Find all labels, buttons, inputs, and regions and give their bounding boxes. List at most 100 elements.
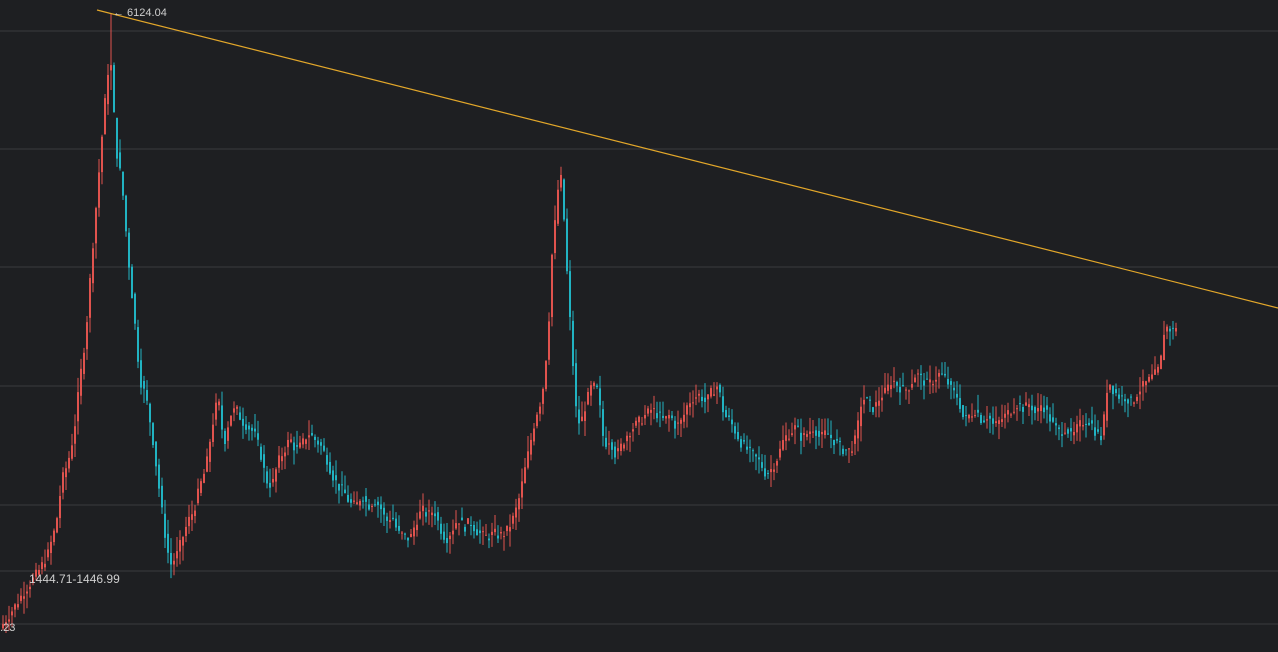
candle xyxy=(524,458,526,484)
candle xyxy=(674,416,676,439)
candle-body xyxy=(1028,404,1030,408)
candle-body xyxy=(71,445,73,459)
candle-body xyxy=(182,537,184,546)
candle-body xyxy=(788,438,790,440)
candle-body xyxy=(1001,419,1003,422)
candle xyxy=(998,416,1000,440)
candle xyxy=(11,607,13,628)
candle xyxy=(689,392,691,416)
candle-body xyxy=(5,622,7,626)
candle-body xyxy=(1121,395,1123,397)
candle-body xyxy=(1145,381,1147,386)
candle-body xyxy=(590,385,592,396)
candle-body xyxy=(938,373,940,377)
high-price-label: ← 6124.04 xyxy=(113,7,167,19)
candle xyxy=(764,454,766,480)
candle xyxy=(497,525,499,544)
candle xyxy=(218,398,220,411)
candle-body xyxy=(1025,402,1027,406)
candle xyxy=(728,407,730,421)
candle-body xyxy=(734,426,736,434)
candle-body xyxy=(1136,396,1138,401)
candle-body xyxy=(1151,374,1153,379)
candle xyxy=(707,393,709,413)
candle xyxy=(41,556,43,575)
candle-body xyxy=(50,541,52,554)
candle xyxy=(485,523,487,536)
candle xyxy=(272,468,274,487)
candle xyxy=(1073,421,1075,445)
candle xyxy=(974,409,976,418)
candle-body xyxy=(560,174,562,188)
candle xyxy=(407,537,409,548)
candle-body xyxy=(461,517,463,521)
candle-body xyxy=(1169,328,1171,332)
candle-body xyxy=(533,428,535,442)
candle-body xyxy=(14,604,16,610)
candle-body xyxy=(1100,435,1102,441)
candle xyxy=(896,380,898,393)
candle xyxy=(1034,405,1036,421)
candle xyxy=(992,406,994,435)
candle-body xyxy=(104,98,106,135)
candle xyxy=(905,387,907,400)
candle-body xyxy=(935,379,937,382)
candle-body xyxy=(779,448,781,458)
candle xyxy=(488,533,490,549)
candle-body xyxy=(170,552,172,565)
candle xyxy=(653,395,655,420)
candle-body xyxy=(296,445,298,447)
candle xyxy=(164,499,166,549)
candle-body xyxy=(230,415,232,426)
candle xyxy=(74,414,76,457)
candle xyxy=(893,367,895,389)
candle-body xyxy=(269,482,271,488)
candle xyxy=(671,411,673,421)
candle-body xyxy=(44,563,46,568)
candle xyxy=(5,615,7,633)
candle-body xyxy=(554,220,556,254)
candle xyxy=(899,377,901,405)
candle xyxy=(557,179,559,227)
candle xyxy=(806,430,808,441)
candle-body xyxy=(695,397,697,399)
candle xyxy=(788,429,790,442)
candle-body xyxy=(416,524,418,531)
candle xyxy=(14,603,16,618)
candle-body xyxy=(539,406,541,414)
candle-body xyxy=(962,405,964,418)
candle xyxy=(929,365,931,394)
candle-body xyxy=(1163,334,1165,361)
candle xyxy=(140,348,142,395)
candle xyxy=(719,383,721,398)
candle-body xyxy=(245,424,247,430)
candle-body xyxy=(1094,427,1096,436)
candle xyxy=(737,422,739,442)
candle-body xyxy=(953,387,955,391)
candle xyxy=(1124,393,1126,413)
candle-body xyxy=(767,472,769,474)
candle xyxy=(569,260,571,331)
candle-body xyxy=(713,394,715,396)
candle-body xyxy=(1052,417,1054,422)
candle-body xyxy=(764,468,766,477)
candle xyxy=(1004,405,1006,429)
candle xyxy=(494,515,496,536)
candle xyxy=(275,467,277,493)
candle xyxy=(326,447,328,472)
candle xyxy=(1049,407,1051,432)
candle-body xyxy=(287,439,289,448)
candle xyxy=(1028,398,1030,416)
candle xyxy=(173,553,175,576)
candle-body xyxy=(1166,326,1168,332)
candle-body xyxy=(263,454,265,468)
candle-body xyxy=(749,446,751,448)
candle-body xyxy=(398,525,400,531)
candle xyxy=(890,376,892,398)
candle-body xyxy=(449,535,451,540)
candle xyxy=(44,549,46,572)
candle-body xyxy=(467,518,469,524)
range-price-label: 1444.71-1446.99 xyxy=(29,572,120,586)
candle xyxy=(155,441,157,476)
